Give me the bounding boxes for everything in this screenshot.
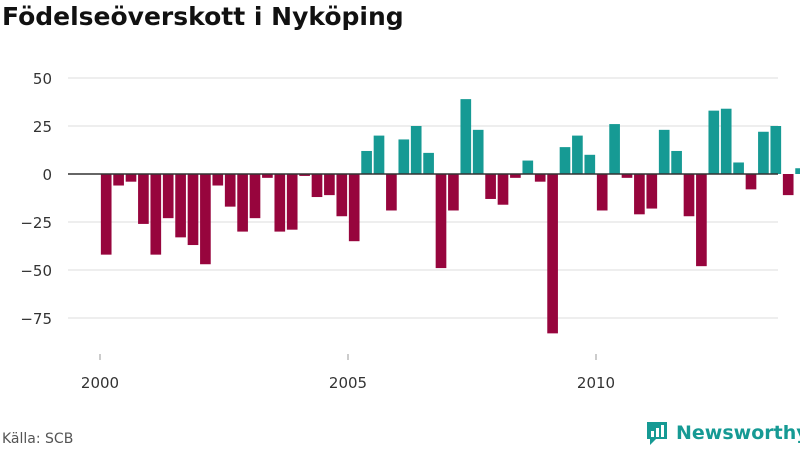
bar bbox=[733, 162, 744, 174]
bar bbox=[497, 174, 509, 205]
x-tick-label: 2000 bbox=[81, 374, 119, 392]
bar bbox=[212, 174, 224, 186]
brand-name: Newsworthy bbox=[676, 422, 800, 444]
y-tick-label: 25 bbox=[33, 118, 52, 136]
y-tick-label: 0 bbox=[42, 166, 52, 184]
bar bbox=[609, 124, 620, 174]
bar bbox=[187, 174, 199, 246]
bar bbox=[510, 174, 521, 178]
bar bbox=[472, 129, 484, 174]
bar bbox=[572, 135, 583, 174]
bar bbox=[696, 174, 707, 267]
bar bbox=[758, 131, 769, 174]
bar bbox=[547, 174, 558, 334]
bar bbox=[175, 174, 186, 238]
brand: Newsworthy bbox=[645, 420, 800, 446]
x-tick-label: 2005 bbox=[329, 374, 367, 392]
bar bbox=[100, 174, 112, 255]
bar bbox=[683, 174, 695, 217]
axis-layer bbox=[68, 173, 778, 360]
bar bbox=[348, 174, 360, 242]
bar bbox=[398, 139, 410, 174]
bar bbox=[336, 174, 348, 217]
bar bbox=[460, 99, 472, 174]
bar bbox=[658, 129, 670, 174]
bar bbox=[559, 147, 571, 174]
y-tick-label: 50 bbox=[33, 70, 52, 88]
bar bbox=[125, 174, 137, 182]
bar bbox=[621, 174, 633, 178]
y-tick-label: −25 bbox=[20, 214, 52, 232]
bar bbox=[745, 174, 757, 190]
bar bbox=[423, 152, 434, 174]
bar bbox=[435, 174, 447, 269]
bar bbox=[361, 150, 372, 174]
bar bbox=[795, 168, 800, 174]
bar bbox=[634, 174, 645, 215]
bar bbox=[770, 126, 782, 174]
bar bbox=[249, 174, 261, 219]
bar bbox=[485, 174, 496, 199]
bar bbox=[671, 150, 682, 174]
bar bbox=[708, 110, 720, 174]
bar bbox=[584, 154, 596, 174]
bar bbox=[386, 174, 397, 211]
y-tick-label: −50 bbox=[20, 262, 52, 280]
bar bbox=[200, 174, 211, 265]
bar bbox=[138, 174, 149, 224]
bar bbox=[596, 174, 608, 211]
bar bbox=[720, 108, 732, 174]
bar bbox=[224, 174, 236, 207]
bar bbox=[311, 174, 323, 198]
bar bbox=[162, 174, 174, 219]
bar bbox=[150, 174, 162, 255]
grid-layer bbox=[68, 77, 778, 319]
source-note: Källa: SCB bbox=[2, 431, 74, 447]
y-tick-label: −75 bbox=[20, 310, 52, 328]
newsworthy-logo-icon bbox=[647, 422, 667, 445]
bar bbox=[373, 135, 385, 174]
bar bbox=[237, 174, 248, 232]
bar bbox=[262, 174, 273, 178]
bar bbox=[286, 174, 298, 230]
bar bbox=[448, 174, 459, 211]
chart-title: Födelseöverskott i Nyköping bbox=[2, 2, 404, 31]
bar bbox=[534, 174, 546, 182]
bar bbox=[522, 160, 534, 174]
bar bbox=[113, 174, 124, 186]
bar bbox=[782, 174, 794, 196]
x-tick-label: 2010 bbox=[577, 374, 615, 392]
bar bbox=[646, 174, 658, 209]
bar bbox=[410, 126, 422, 174]
bar bbox=[324, 174, 335, 196]
bars-layer bbox=[100, 99, 800, 334]
bar bbox=[299, 174, 310, 176]
bar bbox=[274, 174, 286, 232]
